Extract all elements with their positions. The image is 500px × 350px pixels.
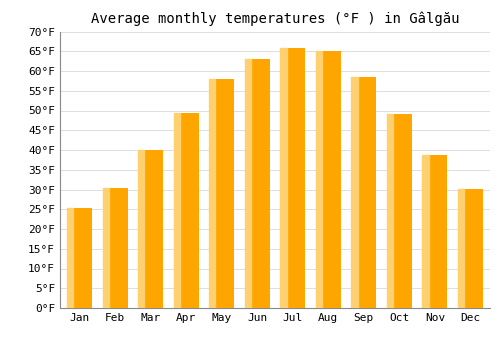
- Bar: [422, 155, 448, 308]
- Bar: [458, 189, 483, 308]
- Bar: [352, 77, 376, 308]
- Bar: [210, 78, 234, 308]
- Bar: [174, 113, 199, 308]
- Bar: [352, 77, 358, 308]
- Title: Average monthly temperatures (°F ) in Gâlgău: Average monthly temperatures (°F ) in Gâ…: [91, 12, 459, 26]
- Bar: [280, 49, 286, 308]
- Bar: [387, 114, 393, 308]
- Bar: [280, 49, 305, 308]
- Bar: [316, 51, 322, 308]
- Bar: [422, 155, 428, 308]
- Bar: [67, 209, 73, 308]
- Bar: [458, 189, 464, 308]
- Bar: [138, 149, 144, 308]
- Bar: [102, 188, 109, 308]
- Bar: [316, 51, 340, 308]
- Bar: [102, 188, 128, 308]
- Bar: [245, 59, 270, 308]
- Bar: [174, 113, 180, 308]
- Bar: [210, 78, 216, 308]
- Bar: [245, 59, 251, 308]
- Bar: [138, 149, 163, 308]
- Bar: [67, 209, 92, 308]
- Bar: [387, 114, 412, 308]
